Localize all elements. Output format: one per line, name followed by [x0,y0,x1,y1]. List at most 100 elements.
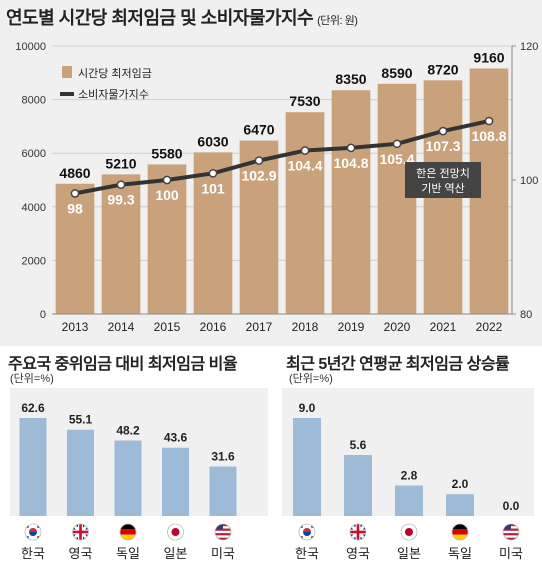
cpi-value-label: 107.3 [425,138,460,154]
y-left-tick-label: 0 [40,309,46,321]
bar [162,447,189,516]
cpi-value-label: 101 [201,180,225,196]
cpi-point [116,180,126,190]
cpi-point [484,116,494,126]
wage-value-label: 5580 [151,145,182,161]
wage-value-label: 7530 [289,93,320,109]
flag-de-icon [452,524,468,540]
y-right-tick-label: 80 [520,309,532,321]
country-label: 한국 [21,546,45,561]
x-tick-label: 2015 [154,320,181,334]
country-label: 독일 [116,546,140,561]
flag-border [72,523,89,541]
bar-value-label: 62.6 [21,401,45,415]
chart-unit: (단위: 원) [317,15,358,27]
flag-border [502,523,520,541]
flag-de-icon [120,524,136,540]
bottom-right-title: 최근 5년간 연평균 최저임금 상승률 [286,356,510,373]
flag-border [298,523,316,541]
country-label: 미국 [499,546,523,561]
x-tick-label: 2020 [384,320,411,334]
flag-border [24,523,42,541]
bottom-left-title: 주요국 중위임금 대비 최저임금 비율 [8,356,238,373]
flag-kr-icon [25,524,41,540]
y-left-tick-label: 10000 [15,41,46,53]
y-right-tick-label: 120 [520,41,538,53]
legend-label-wage: 시간당 최저임금 [78,67,152,80]
chart-title: 연도별 시간당 최저임금 및 소비자물가지수 (단위: 원) [6,4,358,30]
cpi-point [438,126,448,136]
wage-value-label: 8350 [335,71,366,87]
y-left-tick-label: 8000 [22,95,46,107]
wage-value-label: 8590 [381,65,412,81]
country-label: 독일 [448,546,472,561]
flag-uk-icon [72,524,89,540]
annotation-line-2: 기반 역산 [421,182,465,195]
wage-bar [239,140,279,314]
x-tick-label: 2013 [62,320,89,334]
wage-bar [377,83,417,315]
cpi-point [70,189,80,198]
bottom-left-unit: (단위=%) [10,373,54,385]
cpi-point [300,146,310,155]
bottom-left-chart: 62.6 한국 55.1 영국 48.2 독일 43.6 일본 31.6 미국 [19,401,237,561]
chart-title-text: 연도별 시간당 최저임금 및 소비자물가지수 [6,8,314,28]
wage-value-label: 8720 [427,61,458,77]
bar [395,485,423,516]
bar-value-label: 31.6 [211,450,235,464]
wage-value-label: 6030 [197,133,228,149]
flag-border [167,523,184,541]
cpi-value-label: 100 [155,187,179,203]
country-label: 한국 [295,546,319,561]
cpi-point [392,139,402,149]
cpi-value-label: 99.3 [107,192,134,208]
flag-us-icon [503,524,519,540]
x-tick-label: 2018 [292,320,319,334]
wage-bar [331,90,371,314]
bar-value-label: 43.6 [164,431,188,445]
cpi-value-label: 108.8 [471,128,506,144]
cpi-point [346,143,356,153]
bar [114,440,142,516]
wage-value-label: 6470 [243,122,274,138]
wage-value-label: 9160 [473,50,504,66]
bar-value-label: 2.8 [401,469,418,483]
country-label: 영국 [69,546,93,561]
x-tick-label: 2021 [430,320,457,334]
x-tick-label: 2022 [476,320,503,334]
flag-jp-icon [167,524,184,540]
cpi-line [74,119,490,196]
bar [344,455,372,516]
flag-border [349,523,367,541]
cpi-point [162,175,172,185]
bar-value-label: 9.0 [299,401,316,415]
wage-bar [193,152,233,314]
bar [209,466,237,516]
y-left-tick-label: 2000 [22,255,46,267]
flag-border [400,523,418,541]
bottom-right-unit: (단위=%) [289,373,333,385]
x-tick-label: 2016 [200,320,227,334]
bar-value-label: 0.0 [503,499,520,513]
bar [293,418,321,516]
legend-swatch-wage [62,66,72,78]
bottom-right-chart: 9.0 한국 5.6 영국 2.8 일본 2.0 독일 0.0 미국 [293,401,523,561]
bar [67,429,94,516]
flag-border [451,523,469,541]
cpi-value-label: 102.9 [241,168,276,184]
x-tick-label: 2019 [338,320,365,334]
wage-bar [55,183,95,314]
cpi-value-label: 104.8 [333,155,368,171]
bar-value-label: 55.1 [69,413,93,427]
bar [446,494,474,516]
bar-value-label: 2.0 [452,477,469,491]
x-tick-label: 2017 [246,320,273,334]
bar-value-label: 48.2 [116,424,140,438]
country-label: 미국 [211,546,235,561]
annotation-box [405,162,481,198]
y-left-tick-label: 6000 [22,148,46,160]
bar-value-label: 5.6 [350,438,367,452]
x-tick-label: 2014 [108,320,135,334]
top-chart: 0 2000 4000 6000 8000 10000 80 100 120 4860 2013 52… [15,41,538,334]
